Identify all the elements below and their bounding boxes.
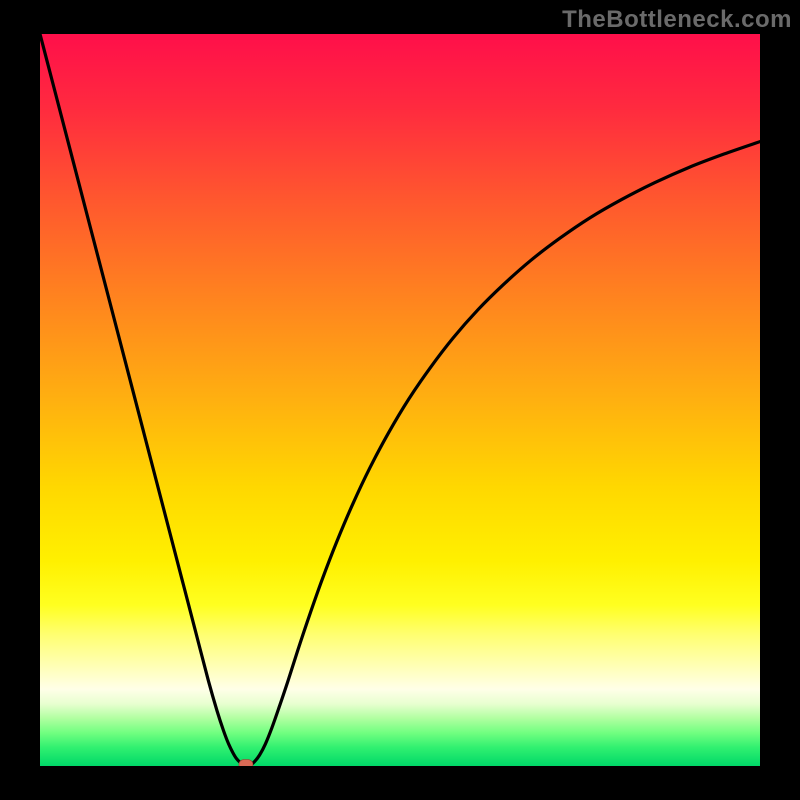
minimum-marker [239,760,253,766]
plot-area [40,34,760,766]
gradient-background [40,34,760,766]
plot-svg [40,34,760,766]
watermark-text: TheBottleneck.com [562,6,792,34]
